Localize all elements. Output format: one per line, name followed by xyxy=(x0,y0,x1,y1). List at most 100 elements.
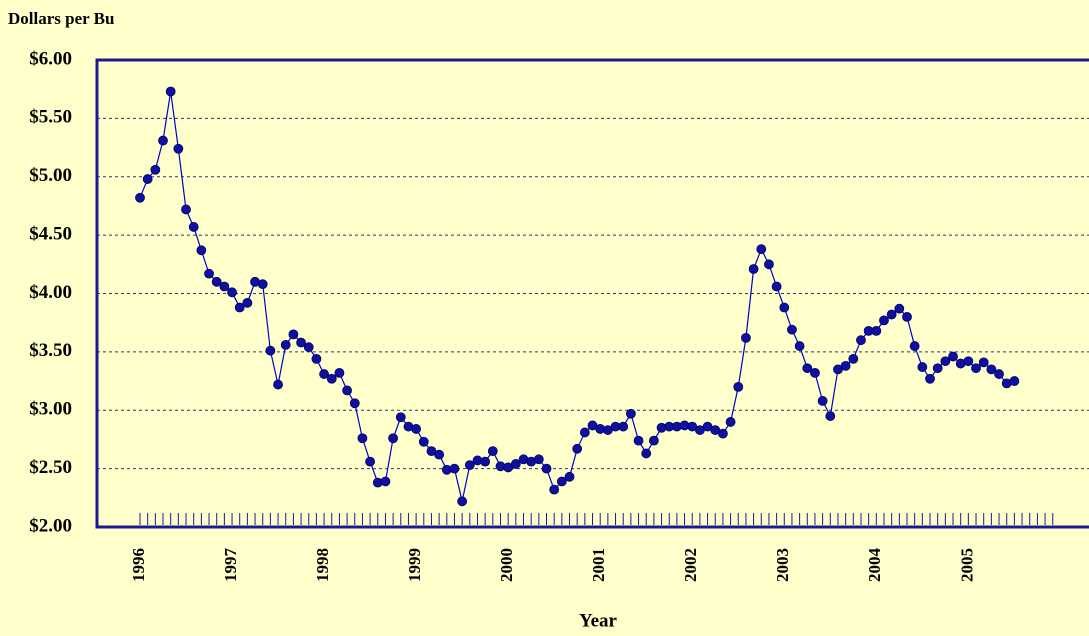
price-point xyxy=(188,222,199,232)
price-point xyxy=(648,435,659,446)
price-point xyxy=(273,379,283,390)
price-point xyxy=(779,302,790,313)
x-tick-label: 1998 xyxy=(313,548,332,582)
y-tick-label: $5.50 xyxy=(29,107,72,128)
price-point xyxy=(380,476,391,487)
price-point xyxy=(978,357,989,368)
price-point xyxy=(787,324,797,335)
price-point xyxy=(572,443,583,454)
price-point xyxy=(618,421,629,432)
x-tick-label: 1999 xyxy=(405,548,424,582)
price-point xyxy=(334,367,345,378)
price-point xyxy=(434,449,445,460)
price-point xyxy=(917,362,928,372)
x-tick-label: 2004 xyxy=(865,548,884,583)
price-point xyxy=(725,417,736,427)
x-tick-label: 2005 xyxy=(957,548,976,582)
price-point xyxy=(234,302,245,313)
price-point xyxy=(457,496,468,507)
price-point xyxy=(848,353,859,364)
price-point xyxy=(1009,376,1020,386)
price-point xyxy=(204,268,214,279)
price-point xyxy=(510,459,521,469)
price-point xyxy=(411,424,422,434)
price-point xyxy=(971,363,981,374)
price-point xyxy=(940,356,951,367)
price-point xyxy=(227,287,237,298)
price-point xyxy=(257,279,268,290)
x-tick-label: 1997 xyxy=(221,548,240,583)
y-tick-label: $3.00 xyxy=(29,399,72,420)
price-point xyxy=(633,435,644,446)
price-point xyxy=(265,345,276,356)
price-point xyxy=(173,143,184,154)
price-point xyxy=(894,303,905,314)
price-point xyxy=(733,381,744,392)
price-point xyxy=(886,309,897,320)
price-point xyxy=(756,244,767,255)
price-point xyxy=(142,174,153,184)
price-point xyxy=(994,369,1004,379)
price-point xyxy=(242,297,253,308)
price-point xyxy=(319,369,329,379)
price-point xyxy=(817,396,828,406)
price-point xyxy=(556,476,567,487)
price-point xyxy=(342,385,352,396)
price-point xyxy=(879,315,889,326)
price-point xyxy=(794,341,805,351)
price-point xyxy=(365,456,376,467)
x-axis-label: Year xyxy=(579,610,618,631)
price-point xyxy=(986,364,997,375)
price-point xyxy=(963,356,974,367)
x-tick-label: 2001 xyxy=(589,548,608,582)
y-tick-label: $5.00 xyxy=(29,165,72,186)
price-point xyxy=(211,276,222,287)
price-point xyxy=(349,398,360,409)
price-point xyxy=(480,456,491,467)
price-point xyxy=(564,471,575,482)
price-point xyxy=(771,281,782,292)
price-point xyxy=(741,332,751,343)
y-tick-label: $6.00 xyxy=(29,48,72,69)
price-point xyxy=(165,86,176,97)
price-point xyxy=(311,353,322,364)
price-point xyxy=(932,363,943,374)
price-point xyxy=(280,339,291,350)
price-point xyxy=(802,363,813,374)
price-point xyxy=(158,135,168,146)
x-tick-label: 2000 xyxy=(497,548,516,582)
price-point xyxy=(948,351,958,362)
price-point xyxy=(288,329,299,340)
y-tick-label: $3.50 xyxy=(29,340,72,361)
y-tick-label: $4.00 xyxy=(29,282,72,303)
price-point xyxy=(150,164,161,175)
price-point xyxy=(641,448,652,459)
x-tick-label: 1996 xyxy=(129,548,148,582)
price-point xyxy=(909,341,920,351)
price-point xyxy=(856,335,866,346)
y-tick-label: $2.50 xyxy=(29,457,72,478)
price-point xyxy=(135,192,145,203)
price-point xyxy=(449,463,460,474)
price-point xyxy=(825,411,836,421)
price-point xyxy=(764,259,774,270)
price-point xyxy=(625,408,636,419)
price-point xyxy=(718,428,728,439)
price-point xyxy=(181,204,191,215)
price-point xyxy=(326,373,337,384)
price-point xyxy=(533,454,544,465)
price-point xyxy=(549,484,560,495)
price-point xyxy=(840,360,851,371)
price-point xyxy=(487,446,498,457)
price-point xyxy=(196,245,207,256)
y-axis-label: Dollars per Bu xyxy=(8,9,114,28)
price-point xyxy=(296,337,306,348)
x-tick-label: 2002 xyxy=(681,548,700,582)
price-point xyxy=(748,264,759,274)
price-point xyxy=(810,367,820,378)
price-point xyxy=(925,373,935,384)
price-point xyxy=(464,460,475,471)
price-line xyxy=(139,91,1015,502)
y-tick-label: $2.00 xyxy=(29,515,72,536)
